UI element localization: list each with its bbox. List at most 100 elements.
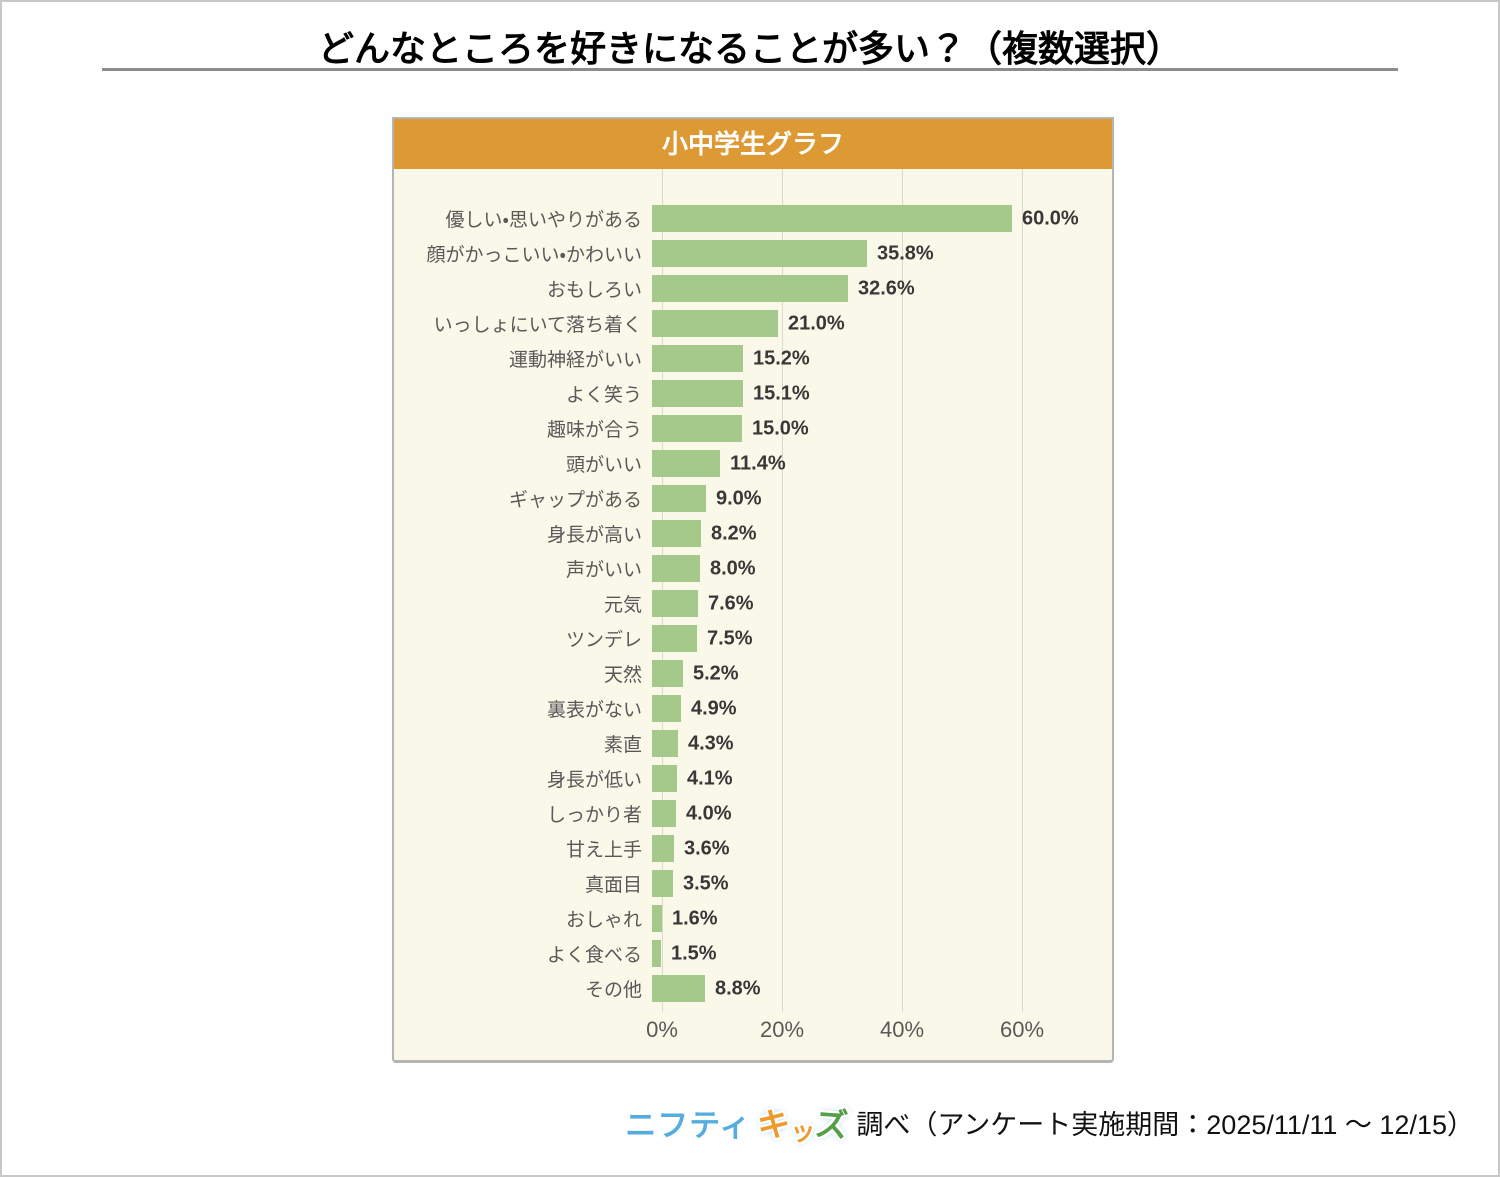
- bar-track: 7.5%: [652, 621, 1092, 656]
- x-axis-tick-label: 20%: [759, 1017, 805, 1042]
- value-label: 1.5%: [671, 942, 717, 964]
- chart-row: その他 8.8%: [394, 971, 1112, 1006]
- category-label: 顔がかっこいい・かわいい: [426, 245, 642, 266]
- bar: [652, 310, 778, 337]
- chart-row: ギャップがある 9.0%: [394, 481, 1112, 516]
- gridline: [902, 169, 903, 1012]
- chart-row: 甘え上手 3.6%: [394, 831, 1112, 866]
- category-label: 裏表がない: [546, 700, 642, 721]
- bar: [652, 940, 661, 967]
- bar: [652, 485, 706, 512]
- bar: [652, 450, 720, 477]
- category-label: ギャップがある: [508, 490, 642, 511]
- chart-rows: 優しい・思いやりがある 60.0% 顔がかっこいい・かわいい 35.8% おもしろい 32…: [394, 201, 1112, 1006]
- category-label: 趣味が合う: [546, 420, 642, 441]
- value-label: 3.5%: [683, 872, 729, 894]
- category-label: ツンデレ: [565, 630, 642, 651]
- category-label: 身長が低い: [546, 770, 642, 791]
- value-label: 15.2%: [753, 347, 810, 369]
- bar: [652, 240, 867, 267]
- value-label: 7.6%: [708, 592, 754, 614]
- value-label: 9.0%: [716, 487, 762, 509]
- category-label: 天然: [603, 665, 642, 686]
- chart-row: おしゃれ 1.6%: [394, 901, 1112, 936]
- bar-track: 3.6%: [652, 831, 1092, 866]
- value-label: 8.0%: [710, 557, 756, 579]
- bar: [652, 345, 743, 372]
- chart-panel: 小中学生グラフ 優しい・思いやりがある 60.0% 顔がかっこいい・かわいい 35.8…: [392, 117, 1114, 1063]
- value-label: 1.6%: [672, 907, 718, 929]
- chart-row: 頭がいい 11.4%: [394, 446, 1112, 481]
- bar: [652, 415, 742, 442]
- category-label: 優しい・思いやりがある: [445, 210, 642, 231]
- title-divider: [102, 68, 1398, 71]
- category-label: おしゃれ: [565, 910, 642, 931]
- bar-track: 21.0%: [652, 306, 1092, 341]
- bar-track: 8.2%: [652, 516, 1092, 551]
- chart-row: しっかり者 4.0%: [394, 796, 1112, 831]
- chart-row: 元気 7.6%: [394, 586, 1112, 621]
- bar-track: 4.1%: [652, 761, 1092, 796]
- bar: [652, 905, 662, 932]
- page-title: どんなところを好きになることが多い？（複数選択）: [317, 28, 1182, 69]
- chart-row: よく食べる 1.5%: [394, 936, 1112, 971]
- chart-row: 顔がかっこいい・かわいい 35.8%: [394, 236, 1112, 271]
- value-label: 11.4%: [730, 452, 786, 474]
- bar-track: 4.0%: [652, 796, 1092, 831]
- bar-track: 60.0%: [652, 201, 1092, 236]
- category-label: よく笑う: [565, 385, 642, 406]
- kids-logo: キ ッ ズ: [756, 1098, 849, 1146]
- category-label: いっしょにいて落ち着く: [433, 315, 642, 336]
- bar: [652, 835, 674, 862]
- bar: [652, 555, 700, 582]
- chart-row: 裏表がない 4.9%: [394, 691, 1112, 726]
- chart-row: 身長が高い 8.2%: [394, 516, 1112, 551]
- bar-track: 8.0%: [652, 551, 1092, 586]
- bar: [652, 590, 698, 617]
- chart-row: 運動神経がいい 15.2%: [394, 341, 1112, 376]
- gridline: [782, 169, 783, 1012]
- value-label: 15.0%: [752, 417, 809, 439]
- category-label: よく食べる: [546, 945, 642, 966]
- value-label: 32.6%: [858, 277, 915, 299]
- gridline: [1022, 169, 1023, 1012]
- value-label: 4.0%: [686, 802, 732, 824]
- bar: [652, 765, 677, 792]
- bar-track: 8.8%: [652, 971, 1092, 1006]
- kids-logo-char: ッ: [790, 1118, 816, 1146]
- kids-logo-char: キ: [756, 1104, 793, 1145]
- value-label: 4.1%: [687, 767, 733, 789]
- bar-track: 35.8%: [652, 236, 1092, 271]
- bar: [652, 730, 678, 757]
- chart-panel-header: 小中学生グラフ: [394, 119, 1112, 169]
- survey-period-text: 調べ（アンケート実施期間：2025/11/11 ～ 12/15）: [856, 1109, 1474, 1140]
- bar: [652, 625, 697, 652]
- value-label: 21.0%: [788, 312, 845, 334]
- value-label: 4.9%: [691, 697, 737, 719]
- category-label: 甘え上手: [565, 840, 642, 861]
- bar-track: 5.2%: [652, 656, 1092, 691]
- chart-row: 真面目 3.5%: [394, 866, 1112, 901]
- bar-track: 15.2%: [652, 341, 1092, 376]
- chart-row: 優しい・思いやりがある 60.0%: [394, 201, 1112, 236]
- value-label: 4.3%: [688, 732, 734, 754]
- value-label: 3.6%: [684, 837, 730, 859]
- category-label: 真面目: [584, 875, 642, 896]
- category-label: 頭がいい: [565, 455, 642, 476]
- category-label: 素直: [603, 735, 642, 756]
- category-label: 運動神経がいい: [508, 350, 642, 371]
- chart-row: 身長が低い 4.1%: [394, 761, 1112, 796]
- bar-track: 11.4%: [652, 446, 1092, 481]
- bar-track: 4.3%: [652, 726, 1092, 761]
- category-label: おもしろい: [546, 280, 642, 301]
- chart-row: いっしょにいて落ち着く 21.0%: [394, 306, 1112, 341]
- x-axis-tick-label: 0%: [646, 1017, 678, 1042]
- value-label: 35.8%: [877, 242, 934, 264]
- bar: [652, 380, 743, 407]
- bar: [652, 660, 683, 687]
- chart-row: おもしろい 32.6%: [394, 271, 1112, 306]
- bar-track: 4.9%: [652, 691, 1092, 726]
- bar: [652, 275, 848, 302]
- bar-track: 7.6%: [652, 586, 1092, 621]
